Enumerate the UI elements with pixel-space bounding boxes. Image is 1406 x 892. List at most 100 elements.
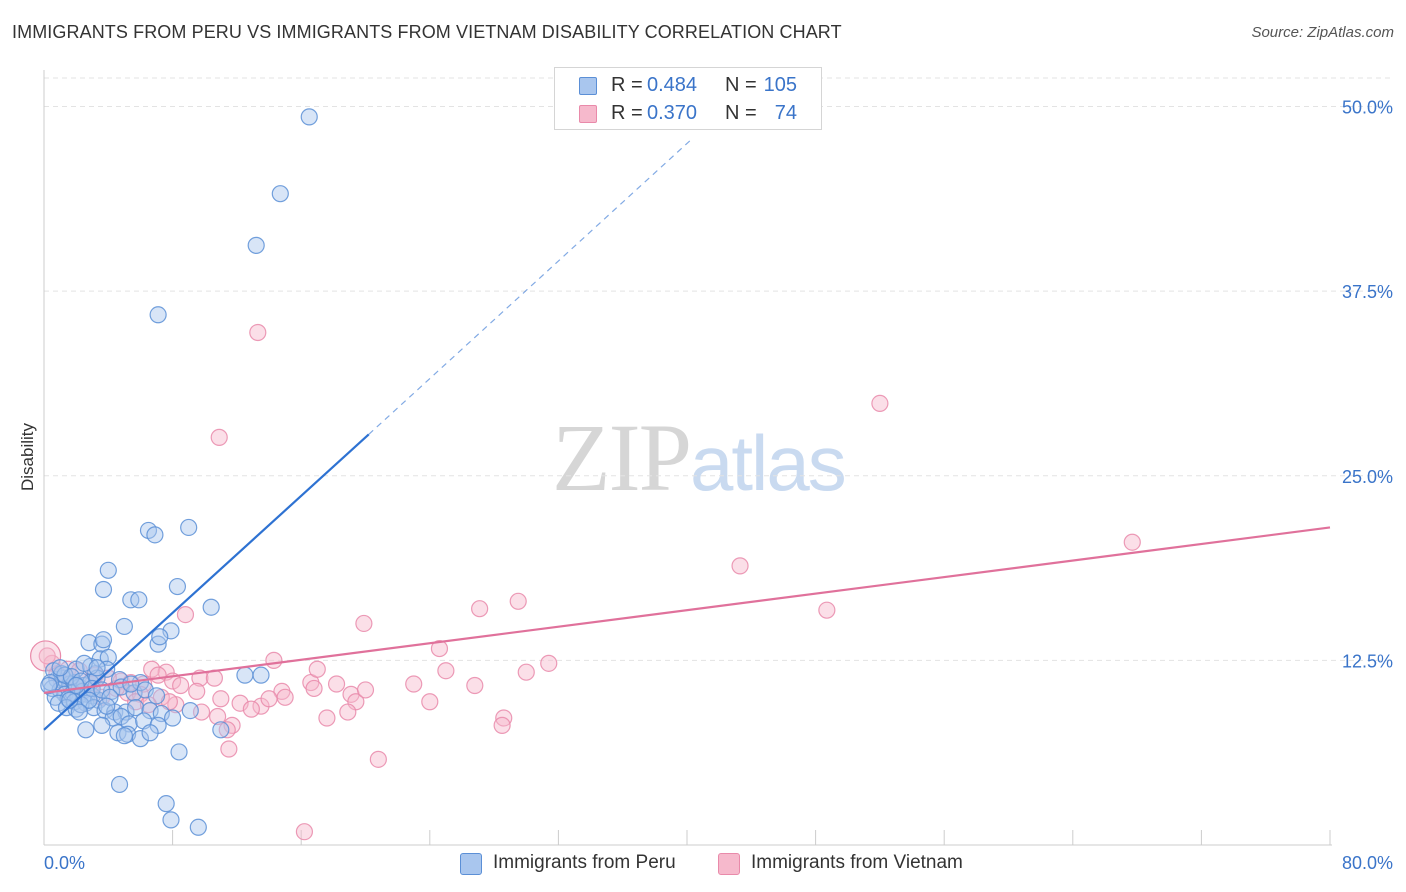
vietnam-point xyxy=(172,676,190,695)
vietnam-point xyxy=(176,605,195,624)
peru-point xyxy=(252,666,270,684)
vietnam-point xyxy=(318,709,336,727)
vietnam-point xyxy=(731,557,749,575)
peru-point xyxy=(151,628,169,646)
peru-point xyxy=(180,518,198,537)
y-tick-label: 37.5% xyxy=(1342,282,1393,302)
vietnam-trend-line xyxy=(43,526,1331,694)
vietnam-point xyxy=(437,662,455,680)
y-tick-label: 50.0% xyxy=(1342,98,1393,118)
vietnam-point xyxy=(339,703,357,721)
vietnam-point xyxy=(405,675,423,693)
peru-point xyxy=(94,631,113,649)
vietnam-n-value: 74 xyxy=(774,102,797,124)
legend-vietnam-label: Immigrants from Vietnam xyxy=(751,852,963,873)
peru-point xyxy=(41,673,60,692)
peru-point xyxy=(147,687,166,705)
vietnam-point xyxy=(356,681,375,699)
vietnam-r-value: 0.370 xyxy=(647,102,698,124)
peru-point xyxy=(40,676,58,695)
peru-point xyxy=(162,811,180,829)
peru-point xyxy=(98,697,116,715)
peru-point xyxy=(122,675,140,693)
peru-point xyxy=(93,716,111,734)
watermark-zip: ZIP xyxy=(552,404,692,511)
peru-point xyxy=(115,617,133,636)
vietnam-point xyxy=(149,666,167,684)
peru-point xyxy=(99,561,117,579)
y-tick-label: 25.0% xyxy=(1342,467,1393,487)
peru-point xyxy=(157,795,175,813)
peru-r-value: 0.484 xyxy=(647,74,698,96)
x-tick-label: 0.0% xyxy=(44,853,85,873)
peru-point xyxy=(70,703,88,721)
vietnam-point xyxy=(210,428,228,446)
peru-point xyxy=(127,699,145,717)
peru-point xyxy=(247,236,265,254)
peru-point xyxy=(149,306,167,324)
peru-point xyxy=(80,691,98,709)
vietnam-point xyxy=(188,682,206,701)
peru-swatch xyxy=(579,77,597,95)
vietnam-point xyxy=(143,660,161,678)
vietnam-n-label: N = xyxy=(725,102,757,124)
peru-point xyxy=(125,684,143,702)
vietnam-point xyxy=(38,647,56,665)
peru-point xyxy=(271,185,289,203)
peru-point xyxy=(77,721,95,739)
peru-point xyxy=(236,666,254,684)
vietnam-point xyxy=(209,707,227,726)
peru-point xyxy=(181,701,199,720)
x-tick-label: 80.0% xyxy=(1342,853,1393,873)
vietnam-point xyxy=(509,592,527,610)
peru-point xyxy=(94,580,113,599)
peru-point xyxy=(300,108,318,126)
peru-points xyxy=(40,108,318,836)
peru-trend-extension xyxy=(368,138,693,435)
peru-point xyxy=(130,591,148,609)
peru-point xyxy=(51,659,69,677)
vietnam-point xyxy=(1123,533,1141,551)
vietnam-point xyxy=(871,394,889,412)
vietnam-point xyxy=(220,740,238,758)
vietnam-point xyxy=(276,688,294,706)
legend-peru-swatch xyxy=(460,853,482,875)
vietnam-point xyxy=(249,323,267,342)
peru-point xyxy=(67,676,85,695)
axis-labels: 12.5% 25.0% 37.5% 50.0% 0.0% 80.0% Disability xyxy=(18,98,1393,873)
peru-n-label: N = xyxy=(725,74,757,96)
source-label: Source: ZipAtlas.com xyxy=(1251,24,1394,41)
peru-point xyxy=(168,577,187,596)
vietnam-point xyxy=(265,651,283,669)
peru-point xyxy=(75,654,93,672)
peru-point xyxy=(80,634,98,652)
vietnam-swatch xyxy=(579,105,597,123)
vietnam-points xyxy=(30,323,1141,841)
vietnam-point xyxy=(308,660,326,678)
vietnam-point xyxy=(369,750,387,768)
watermark: ZIPatlas xyxy=(552,402,847,513)
peru-point xyxy=(146,526,164,544)
vietnam-point xyxy=(493,716,511,734)
vietnam-point xyxy=(517,663,535,681)
peru-point xyxy=(141,724,159,742)
vietnam-point xyxy=(466,676,484,695)
vietnam-point xyxy=(355,614,373,633)
peru-point xyxy=(189,818,207,836)
vietnam-point xyxy=(305,679,323,698)
peru-point xyxy=(110,775,129,794)
peru-point xyxy=(88,659,106,677)
peru-point xyxy=(164,709,182,727)
peru-point xyxy=(62,668,80,686)
grid-layer xyxy=(43,77,1392,845)
vietnam-point xyxy=(471,600,489,618)
y-axis-title: Disability xyxy=(18,422,37,491)
vietnam-point xyxy=(295,823,314,841)
y-tick-label: 12.5% xyxy=(1342,651,1393,671)
stats-box: R = 0.484 N = 105 R = 0.370 N = 74 xyxy=(554,67,822,130)
axis-layer xyxy=(43,70,1332,846)
peru-point xyxy=(141,701,159,720)
vietnam-point xyxy=(242,700,260,718)
peru-r-label: R = xyxy=(611,74,643,96)
